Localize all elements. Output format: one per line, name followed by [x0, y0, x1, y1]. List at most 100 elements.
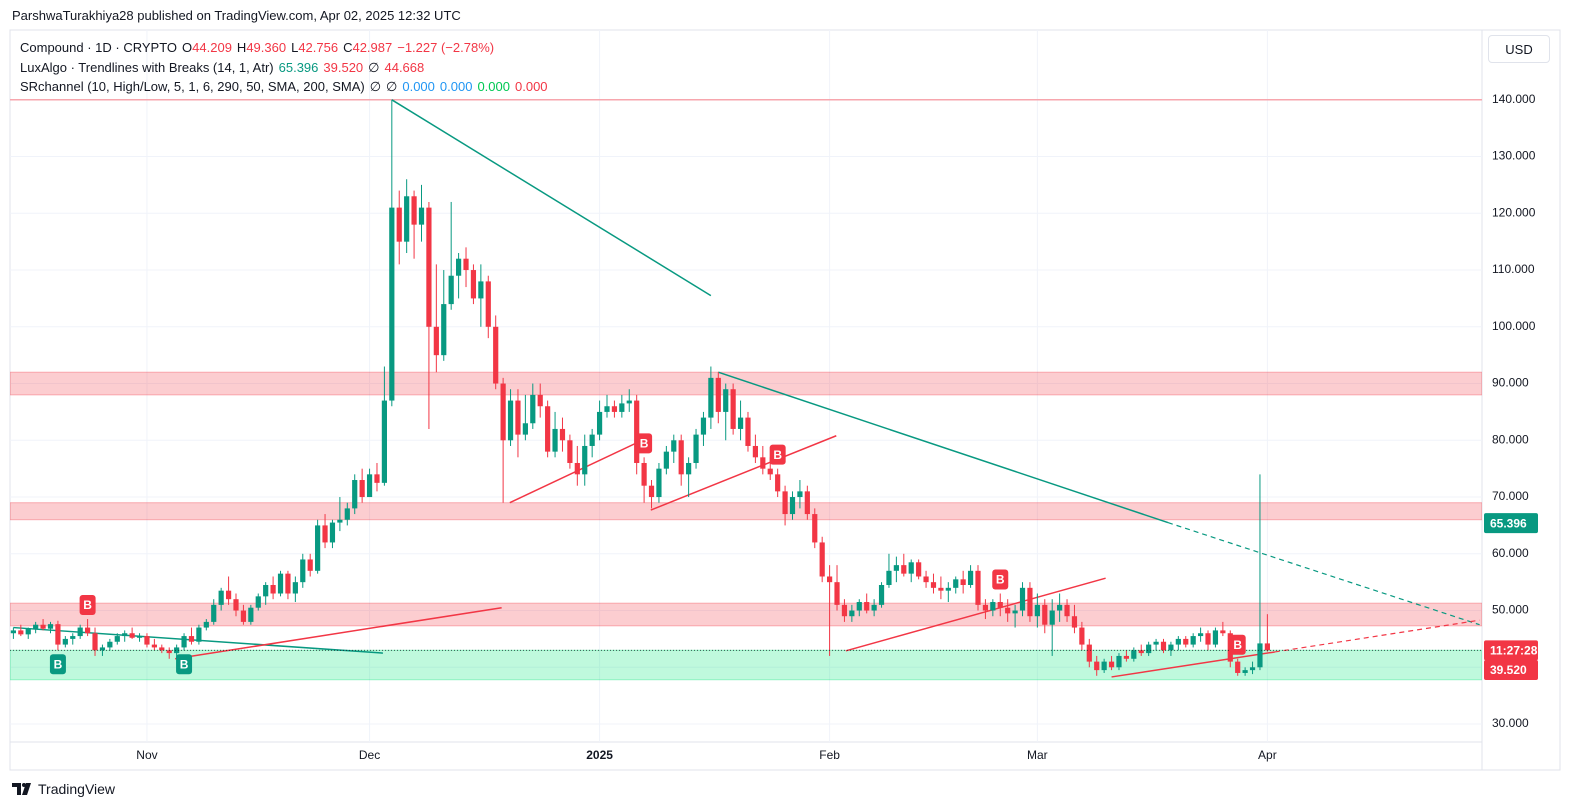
- publish-info: ParshwaTurakhiya28 published on TradingV…: [12, 8, 461, 23]
- legend-item: H: [236, 40, 247, 55]
- candle-body: [1175, 638, 1181, 645]
- candle-body: [997, 602, 1003, 608]
- candle-body: [55, 624, 61, 645]
- candle-body: [181, 636, 187, 648]
- candle-body: [1146, 644, 1152, 654]
- candle-body: [315, 525, 321, 571]
- break-label: B: [996, 573, 1005, 587]
- axes: 30.00040.00050.00060.00070.00080.00090.0…: [136, 92, 1538, 762]
- candle-body: [151, 644, 157, 648]
- y-tick-label: 140.000: [1492, 92, 1536, 106]
- candle-body: [567, 440, 573, 463]
- candle-body: [700, 417, 707, 435]
- candle-body: [92, 633, 98, 651]
- candle-body: [188, 636, 195, 642]
- y-tick-label: 60.000: [1492, 546, 1529, 560]
- candle-body: [329, 522, 336, 543]
- break-marker: [49, 654, 66, 675]
- candle-body: [582, 445, 588, 475]
- candle-body: [1079, 627, 1085, 645]
- tv-logo: [12, 783, 31, 795]
- candle-body: [381, 400, 387, 483]
- candle-body: [789, 497, 796, 515]
- candle-body: [975, 570, 981, 605]
- countdown-tag-box: [1484, 640, 1538, 661]
- break-label: B: [773, 448, 782, 462]
- legend-item: O: [182, 40, 193, 55]
- legend-item: ∅: [369, 79, 382, 94]
- candle-body: [47, 624, 54, 629]
- candle-body: [864, 602, 870, 611]
- break-label: B: [54, 657, 63, 671]
- candle-body: [129, 633, 135, 638]
- candle-body: [1027, 587, 1033, 617]
- candle-body: [426, 207, 432, 327]
- legend-item: 0.000: [515, 79, 548, 94]
- candle-body: [849, 610, 855, 617]
- candle-body: [596, 411, 603, 435]
- candle-body: [1042, 604, 1048, 625]
- candle-body: [1094, 661, 1100, 671]
- candle-body: [352, 480, 358, 509]
- candle-body: [1168, 644, 1174, 651]
- candle-body: [25, 628, 31, 635]
- candle-body: [344, 508, 350, 520]
- trendline: [650, 435, 837, 511]
- candle-body: [389, 207, 395, 401]
- candle-body: [767, 468, 773, 475]
- candle-body: [1138, 650, 1144, 654]
- candle-body: [159, 647, 165, 651]
- candle-body: [1019, 587, 1026, 611]
- candle-body: [715, 377, 721, 412]
- candle-body: [240, 610, 247, 622]
- candle-body: [196, 627, 202, 642]
- candle-body: [1057, 604, 1063, 611]
- legend-line: SRchannel (10, High/Low, 5, 1, 6, 290, 5…: [20, 77, 553, 97]
- candle-body: [1005, 607, 1011, 614]
- candle-body: [686, 462, 692, 475]
- candle-body: [248, 607, 254, 622]
- candle-body: [545, 406, 551, 452]
- legend-line: Compound · 1D · CRYPTO O44.209 H49.360 L42.…: [20, 38, 553, 58]
- candle-body: [1034, 604, 1040, 617]
- candle-body: [122, 633, 128, 637]
- candle-body: [225, 590, 232, 600]
- candle-body: [656, 468, 662, 498]
- legend-item: ∅: [368, 59, 380, 75]
- currency-button[interactable]: USD: [1488, 35, 1550, 63]
- candle-body: [1049, 610, 1055, 625]
- candle-body: [634, 400, 640, 463]
- legend-item: 44.209: [192, 40, 232, 55]
- candle-body: [493, 326, 499, 384]
- candle-body: [812, 514, 818, 543]
- candle-body: [411, 196, 417, 225]
- candle-body: [107, 641, 113, 648]
- candle-body: [990, 602, 996, 611]
- candle-body: [574, 462, 580, 475]
- candle-body: [1116, 655, 1122, 668]
- candle-body: [211, 604, 217, 622]
- candle-body: [737, 417, 744, 429]
- candle-body: [218, 590, 224, 605]
- trendline: [391, 99, 712, 297]
- candle-body: [923, 576, 929, 583]
- plot-area: B B B B B B B: [10, 99, 1482, 681]
- candle-body: [1198, 633, 1204, 637]
- candle-body: [619, 403, 625, 412]
- legend-item: 42.987: [352, 40, 393, 55]
- candle-body: [819, 542, 825, 577]
- legend-item: 0.000: [439, 79, 473, 94]
- candle-body: [337, 519, 343, 523]
- trendline-extension: [1274, 619, 1480, 653]
- candle-body: [174, 647, 180, 654]
- candle-body: [515, 400, 521, 435]
- candle-body: [871, 604, 877, 611]
- legend-line: LuxAlgo · Trendlines with Breaks (14, 1,…: [20, 58, 553, 78]
- candle-body: [77, 627, 83, 637]
- candle-body: [530, 394, 536, 424]
- candle-body: [404, 196, 410, 242]
- legend-item: ∅: [386, 79, 398, 94]
- break-label: B: [640, 436, 649, 450]
